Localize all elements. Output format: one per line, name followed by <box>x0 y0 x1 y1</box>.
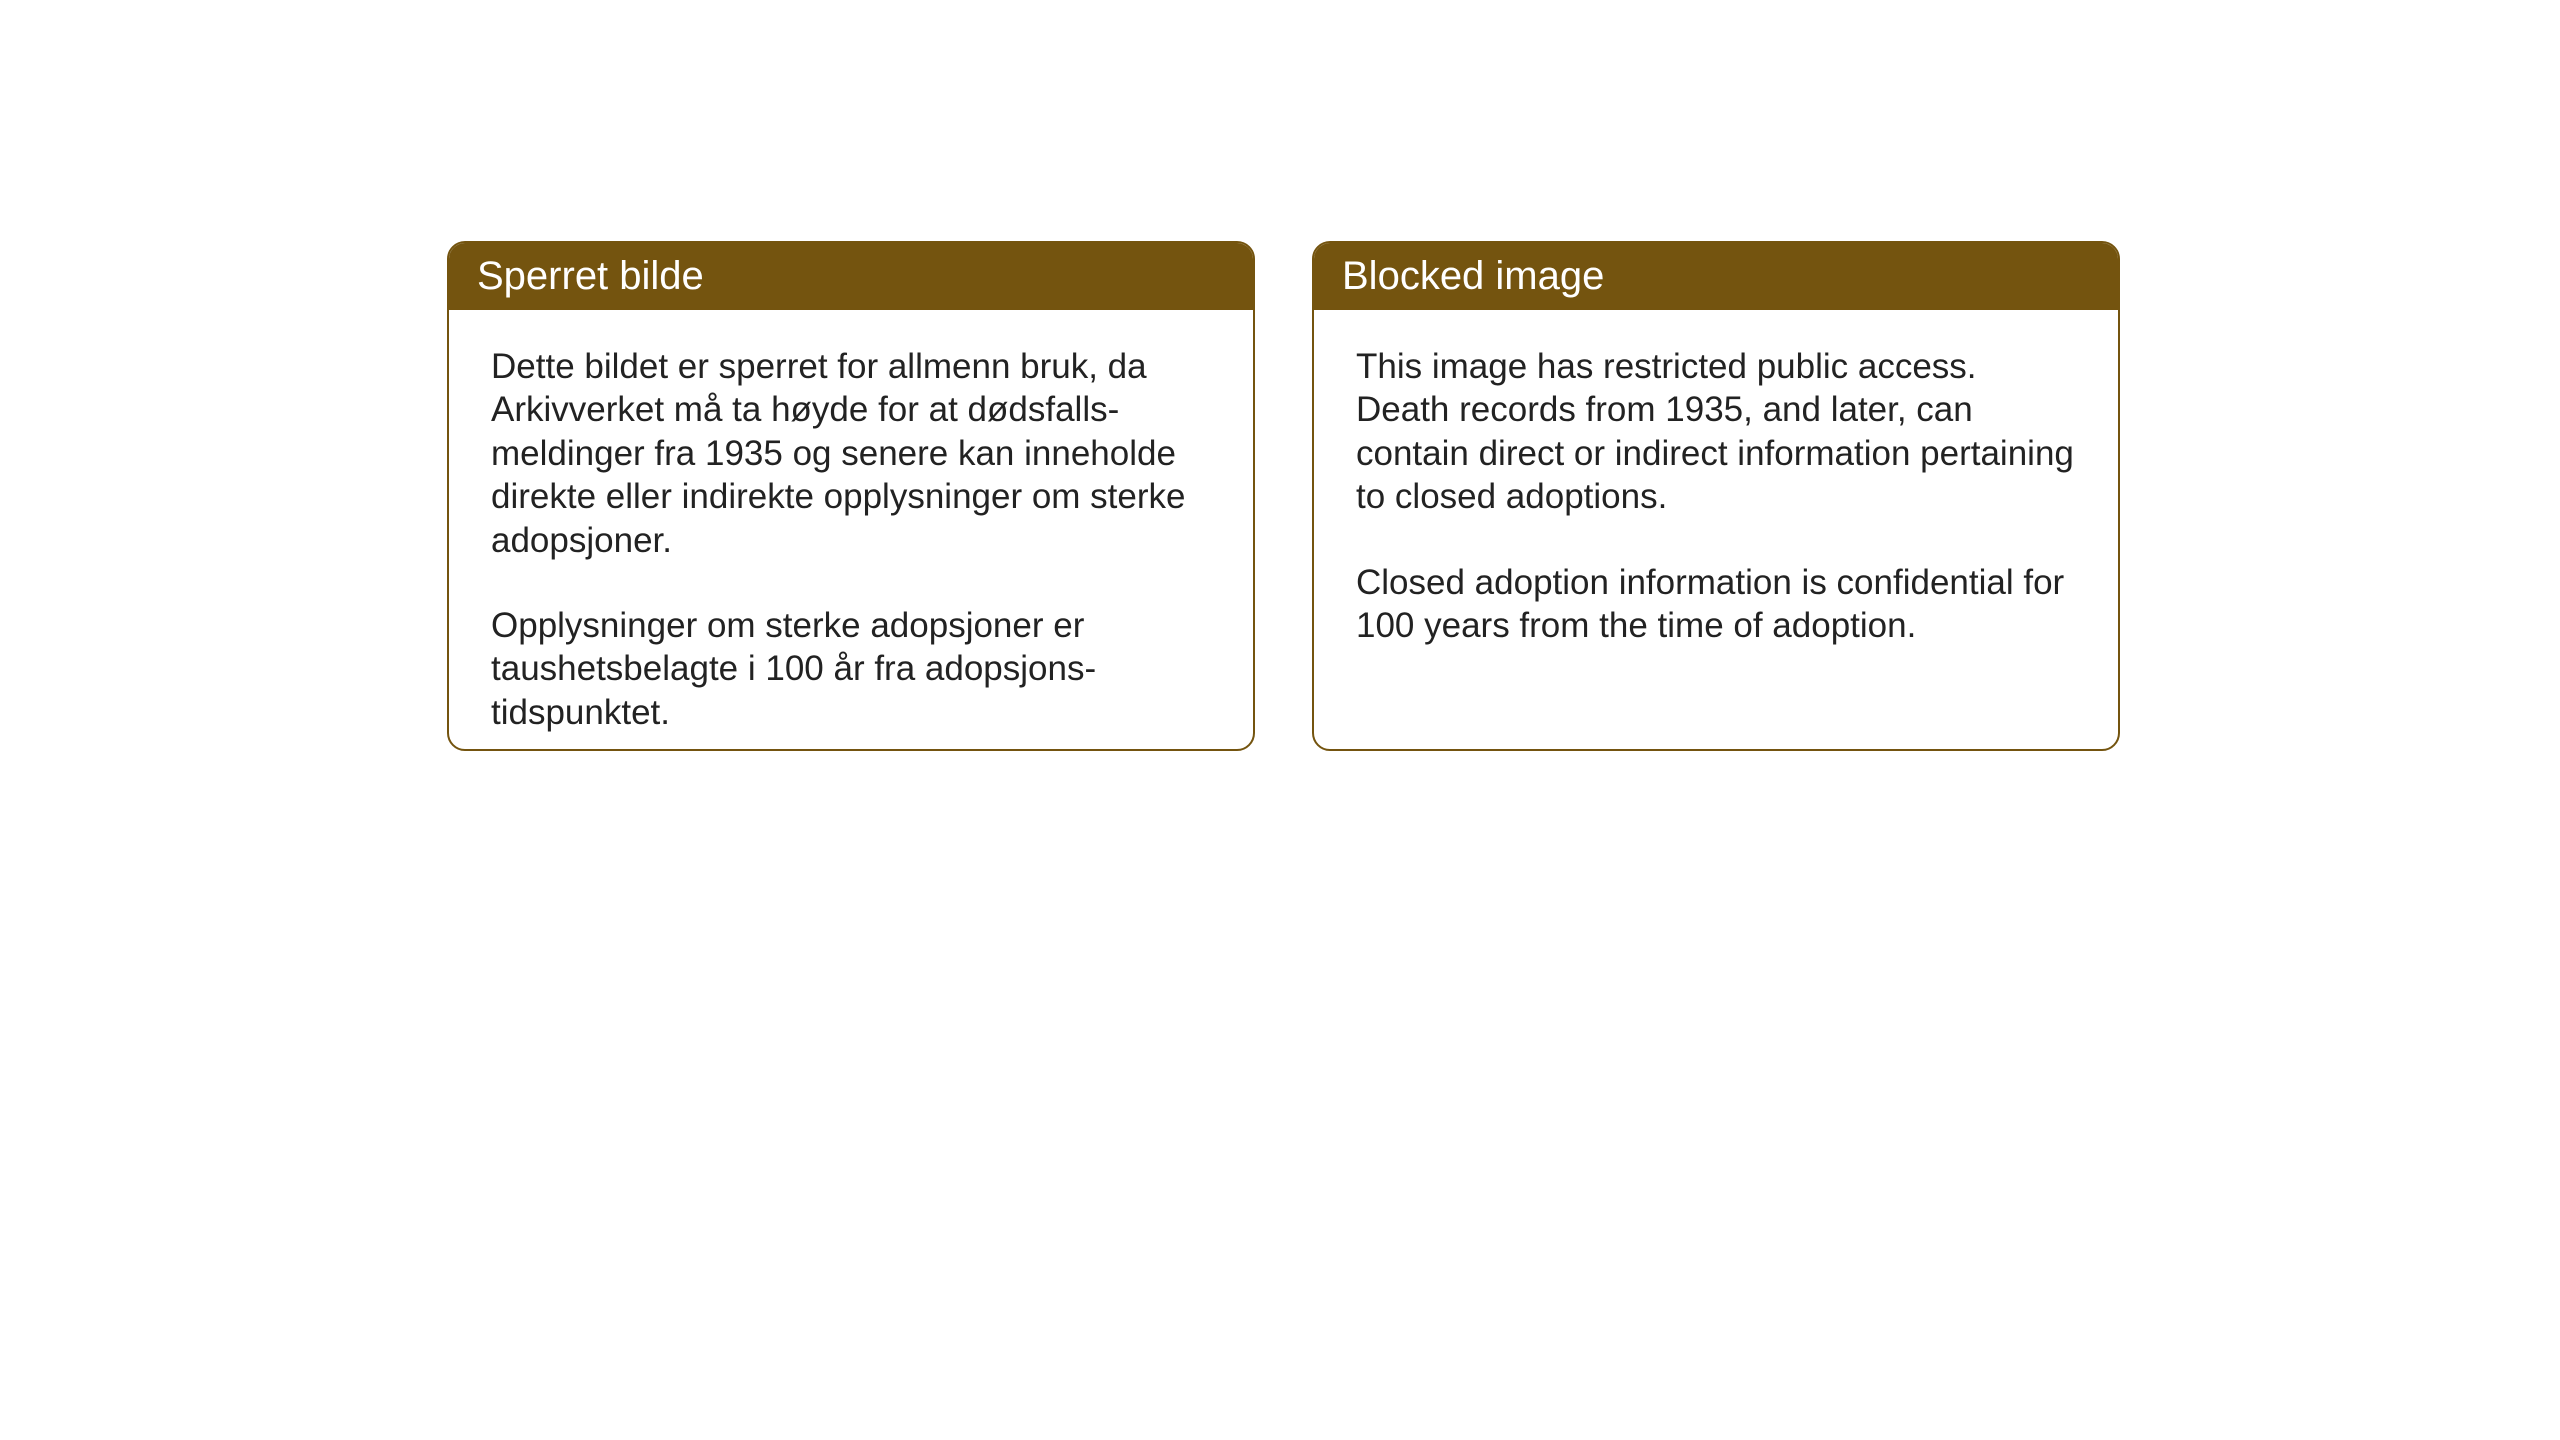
card-paragraph-2-english: Closed adoption information is confident… <box>1356 561 2076 648</box>
card-header-english: Blocked image <box>1314 243 2118 310</box>
card-body-norwegian: Dette bildet er sperret for allmenn bruk… <box>449 310 1253 751</box>
card-paragraph-1-english: This image has restricted public access.… <box>1356 345 2076 519</box>
notice-card-norwegian: Sperret bilde Dette bildet er sperret fo… <box>447 241 1255 751</box>
card-title-english: Blocked image <box>1342 254 1604 298</box>
notice-cards-container: Sperret bilde Dette bildet er sperret fo… <box>447 241 2120 751</box>
card-paragraph-1-norwegian: Dette bildet er sperret for allmenn bruk… <box>491 345 1211 562</box>
card-paragraph-2-norwegian: Opplysninger om sterke adopsjoner er tau… <box>491 604 1211 734</box>
notice-card-english: Blocked image This image has restricted … <box>1312 241 2120 751</box>
card-header-norwegian: Sperret bilde <box>449 243 1253 310</box>
card-body-english: This image has restricted public access.… <box>1314 310 2118 682</box>
card-title-norwegian: Sperret bilde <box>477 254 704 298</box>
